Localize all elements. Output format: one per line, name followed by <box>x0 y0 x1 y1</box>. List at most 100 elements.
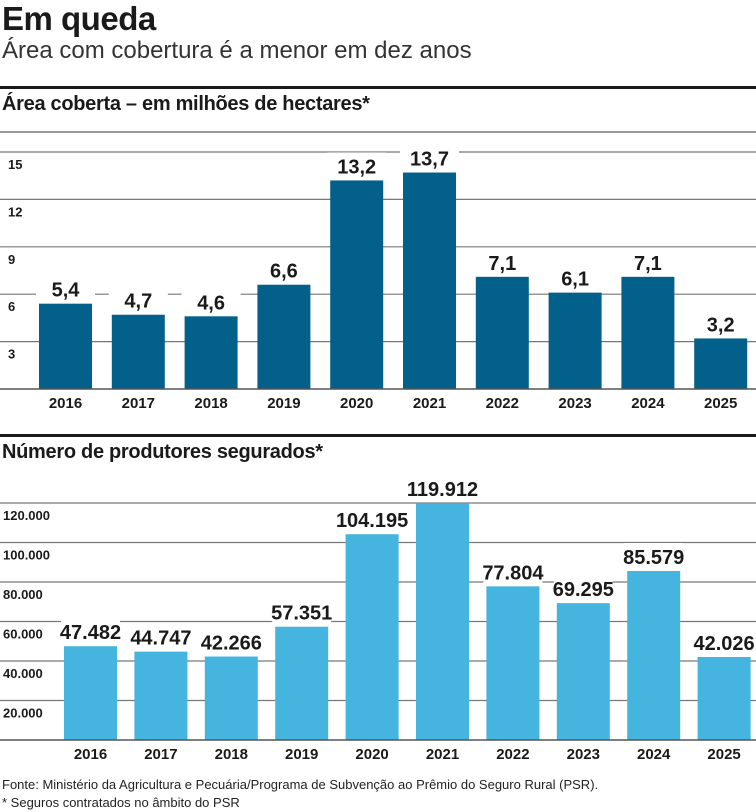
chart2-title: Número de produtores segurados* <box>2 441 323 463</box>
y-tick-label: 40.000 <box>3 666 43 681</box>
x-tick-label: 2023 <box>558 395 591 412</box>
y-tick-label: 20.000 <box>3 706 43 721</box>
value-label: 57.351 <box>271 603 332 625</box>
divider <box>0 434 756 437</box>
y-tick-label: 3 <box>8 347 15 362</box>
x-tick-label: 2019 <box>267 395 300 412</box>
value-label: 7,1 <box>488 253 516 275</box>
value-label: 104.195 <box>336 510 408 532</box>
x-tick-label: 2025 <box>704 395 737 412</box>
x-tick-label: 2017 <box>122 395 155 412</box>
x-tick-label: 2016 <box>74 746 107 763</box>
value-label: 5,4 <box>52 280 81 302</box>
value-label: 6,1 <box>561 269 589 291</box>
x-tick-label: 2024 <box>637 746 671 763</box>
y-tick-label: 15 <box>8 157 22 172</box>
footnote: * Seguros contratados no âmbito do PSR <box>2 795 240 810</box>
label-background <box>624 542 684 569</box>
y-tick-label: 6 <box>8 299 15 314</box>
x-tick-label: 2022 <box>496 746 529 763</box>
value-label: 13,2 <box>337 156 376 178</box>
label-background <box>272 598 332 625</box>
bar <box>548 292 602 389</box>
label-background <box>201 628 261 655</box>
value-label: 13,7 <box>410 149 449 171</box>
bar <box>345 534 399 740</box>
bar <box>330 180 384 389</box>
bar <box>134 651 188 740</box>
bar <box>697 656 751 740</box>
value-label: 77.804 <box>482 562 544 584</box>
value-label: 42.026 <box>694 633 755 655</box>
value-label: 69.295 <box>553 579 614 601</box>
bar <box>621 276 675 389</box>
value-label: 42.266 <box>201 633 262 655</box>
x-tick-label: 2024 <box>631 395 665 412</box>
bar <box>475 276 529 389</box>
label-background <box>327 152 387 179</box>
value-label: 3,2 <box>707 314 735 336</box>
page-subtitle: Área com cobertura é a menor em dez anos <box>2 37 472 64</box>
value-label: 4,6 <box>197 292 225 314</box>
label-background <box>61 618 120 645</box>
x-tick-label: 2021 <box>426 746 459 763</box>
label-background <box>400 144 459 171</box>
label-background <box>553 575 613 602</box>
x-tick-label: 2016 <box>49 395 82 412</box>
label-background <box>254 256 314 283</box>
bar <box>627 570 681 740</box>
y-tick-label: 120.000 <box>3 508 50 523</box>
label-background <box>413 475 472 502</box>
bar <box>416 503 469 740</box>
x-tick-label: 2023 <box>567 746 600 763</box>
value-label: 44.747 <box>130 628 191 650</box>
value-label: 7,1 <box>634 253 662 275</box>
bar <box>556 603 610 740</box>
bar <box>694 338 748 389</box>
bar <box>204 656 258 740</box>
chart1-title: Área coberta – em milhões de hectares* <box>2 93 370 115</box>
label-background <box>483 558 543 585</box>
page-title: Em queda <box>2 0 156 37</box>
x-tick-label: 2018 <box>194 395 227 412</box>
bar <box>39 303 92 389</box>
label-background <box>472 248 532 275</box>
bar <box>64 646 117 740</box>
value-label: 119.912 <box>407 479 478 501</box>
value-label: 47.482 <box>60 622 121 644</box>
label-background <box>691 310 751 337</box>
label-background <box>694 628 754 655</box>
source-note: Fonte: Ministério da Agricultura e Pecuá… <box>2 777 599 792</box>
x-tick-label: 2018 <box>215 746 248 763</box>
bar <box>257 284 311 389</box>
label-background <box>618 248 678 275</box>
label-background <box>545 264 605 291</box>
y-tick-label: 80.000 <box>3 587 43 602</box>
value-label: 6,6 <box>270 261 298 283</box>
x-tick-label: 2019 <box>285 746 318 763</box>
y-tick-label: 60.000 <box>3 627 43 642</box>
area-chart: 3 6 9 12 15 5,4 2016 4,7 2017 4,6 2018 6,6 2019 13,2 2… <box>0 131 756 412</box>
divider <box>0 86 756 89</box>
bar <box>111 314 165 389</box>
label-background <box>131 623 191 650</box>
label-background <box>108 286 168 313</box>
x-tick-label: 2020 <box>340 395 373 412</box>
x-tick-label: 2021 <box>413 395 446 412</box>
value-label: 85.579 <box>623 547 684 569</box>
label-background <box>181 288 241 315</box>
bar <box>275 626 329 740</box>
y-tick-label: 9 <box>8 252 15 267</box>
x-tick-label: 2020 <box>355 746 388 763</box>
label-background <box>36 275 95 302</box>
label-background <box>342 506 402 533</box>
bar <box>403 172 456 389</box>
y-tick-label: 100.000 <box>3 548 50 563</box>
x-tick-label: 2017 <box>144 746 177 763</box>
producers-chart: 20.000 40.000 60.000 80.000 100.000 120.000 47… <box>0 475 756 763</box>
x-tick-label: 2025 <box>707 746 740 763</box>
value-label: 4,7 <box>124 291 152 313</box>
y-tick-label: 12 <box>8 204 22 219</box>
bar <box>184 316 238 389</box>
